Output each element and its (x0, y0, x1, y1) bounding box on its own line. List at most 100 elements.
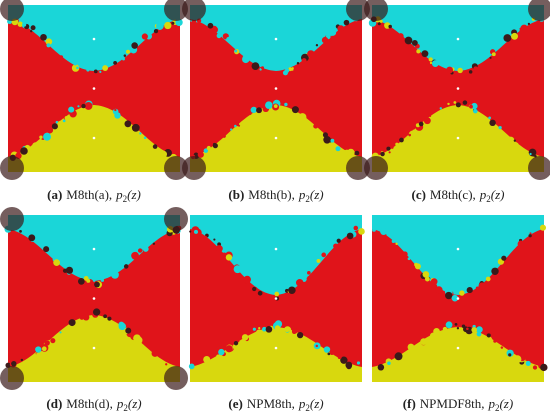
boundary-bulb (99, 70, 102, 73)
boundary-bulb (517, 240, 525, 248)
boundary-bulb (107, 316, 112, 321)
caption-func: p (479, 187, 487, 202)
boundary-bulb (230, 128, 233, 131)
root-point (456, 37, 460, 41)
boundary-bulb (273, 104, 278, 108)
boundary-bulb (59, 55, 64, 60)
boundary-bulb (457, 67, 463, 74)
boundary-bulb (429, 115, 432, 118)
caption-method: M8th(a), (66, 187, 112, 202)
boundary-bulb (256, 107, 262, 114)
caption-func: p (298, 396, 306, 411)
boundary-bulb (140, 344, 145, 349)
boundary-bulb (152, 242, 156, 245)
boundary-bulb (71, 64, 80, 72)
boundary-bulb (226, 36, 232, 43)
boundary-bulb (123, 264, 129, 269)
boundary-bulb (216, 33, 222, 39)
boundary-bulb (323, 136, 331, 144)
boundary-bulb (189, 230, 192, 233)
boundary-bulb (466, 286, 473, 294)
boundary-bulb (330, 138, 335, 143)
boundary-bulb (391, 239, 396, 244)
boundary-bulb (22, 22, 27, 27)
boundary-bulb (423, 117, 431, 125)
boundary-bulb (498, 126, 502, 130)
boundary-bulb (475, 286, 480, 290)
boundary-bulb (307, 276, 311, 280)
corner-spiral (0, 156, 24, 180)
boundary-bulb (377, 364, 385, 371)
boundary-bulb (197, 151, 204, 158)
boundary-bulb (92, 278, 96, 282)
boundary-bulb (122, 57, 126, 61)
caption-sub: 2 (305, 194, 310, 204)
boundary-bulb (456, 327, 460, 330)
root-point (274, 247, 278, 251)
boundary-bulb (451, 294, 459, 302)
boundary-bulb (233, 265, 242, 274)
boundary-bulb (412, 347, 416, 351)
boundary-bulb (50, 338, 56, 344)
fractal-image (188, 215, 365, 382)
boundary-bulb (540, 363, 548, 372)
boundary-bulb (225, 345, 233, 353)
boundary-bulb (489, 119, 496, 127)
boundary-bulb (43, 246, 50, 253)
boundary-bulb (123, 54, 127, 57)
boundary-bulb (435, 286, 443, 294)
boundary-bulb (291, 329, 297, 335)
boundary-bulb (68, 106, 75, 113)
corner-spiral (182, 156, 206, 180)
root-point (274, 136, 278, 140)
boundary-bulb (36, 352, 40, 356)
boundary-bulb (64, 115, 69, 121)
boundary-bulb (288, 67, 293, 72)
root-point (274, 297, 278, 300)
boundary-bulb (462, 100, 468, 105)
caption: (d) M8th(d), p2(z) (46, 396, 141, 413)
boundary-bulb (77, 105, 80, 108)
boundary-bulb (407, 257, 411, 261)
boundary-bulb (468, 70, 473, 74)
boundary-bulb (114, 108, 117, 112)
boundary-bulb (257, 290, 263, 296)
boundary-bulb (489, 56, 492, 59)
cyan-basin (190, 215, 362, 295)
boundary-bulb (315, 344, 319, 348)
root-point (456, 87, 460, 90)
caption-sub: 2 (495, 403, 500, 413)
boundary-bulb (501, 255, 507, 261)
boundary-bulb (420, 338, 428, 346)
boundary-bulb (20, 147, 28, 155)
boundary-bulb (453, 101, 457, 104)
boundary-bulb (252, 286, 257, 292)
boundary-bulb (330, 351, 334, 356)
boundary-bulb (358, 229, 364, 234)
boundary-bulb (525, 360, 531, 366)
caption-arg: (z) (491, 187, 505, 202)
boundary-bulb (372, 227, 376, 232)
caption-label: (f) (403, 396, 416, 411)
boundary-bulb (395, 354, 401, 360)
root-point (92, 87, 96, 90)
boundary-bulb (529, 152, 532, 156)
boundary-bulb (491, 52, 496, 57)
boundary-bulb (387, 361, 391, 366)
boundary-bulb (86, 68, 90, 72)
boundary-bulb (131, 123, 140, 132)
boundary-bulb (408, 130, 417, 139)
boundary-bulb (485, 276, 491, 282)
caption-func: p (298, 187, 306, 202)
corner-spiral (346, 0, 370, 21)
caption-method: M8th(d), (66, 396, 113, 411)
boundary-bulb (251, 62, 260, 70)
boundary-bulb (347, 148, 355, 157)
boundary-bulb (82, 314, 90, 321)
boundary-bulb (343, 19, 350, 26)
root-point (456, 136, 460, 140)
boundary-bulb (242, 54, 250, 62)
caption-arg: (z) (127, 187, 141, 202)
boundary-bulb (173, 362, 177, 366)
